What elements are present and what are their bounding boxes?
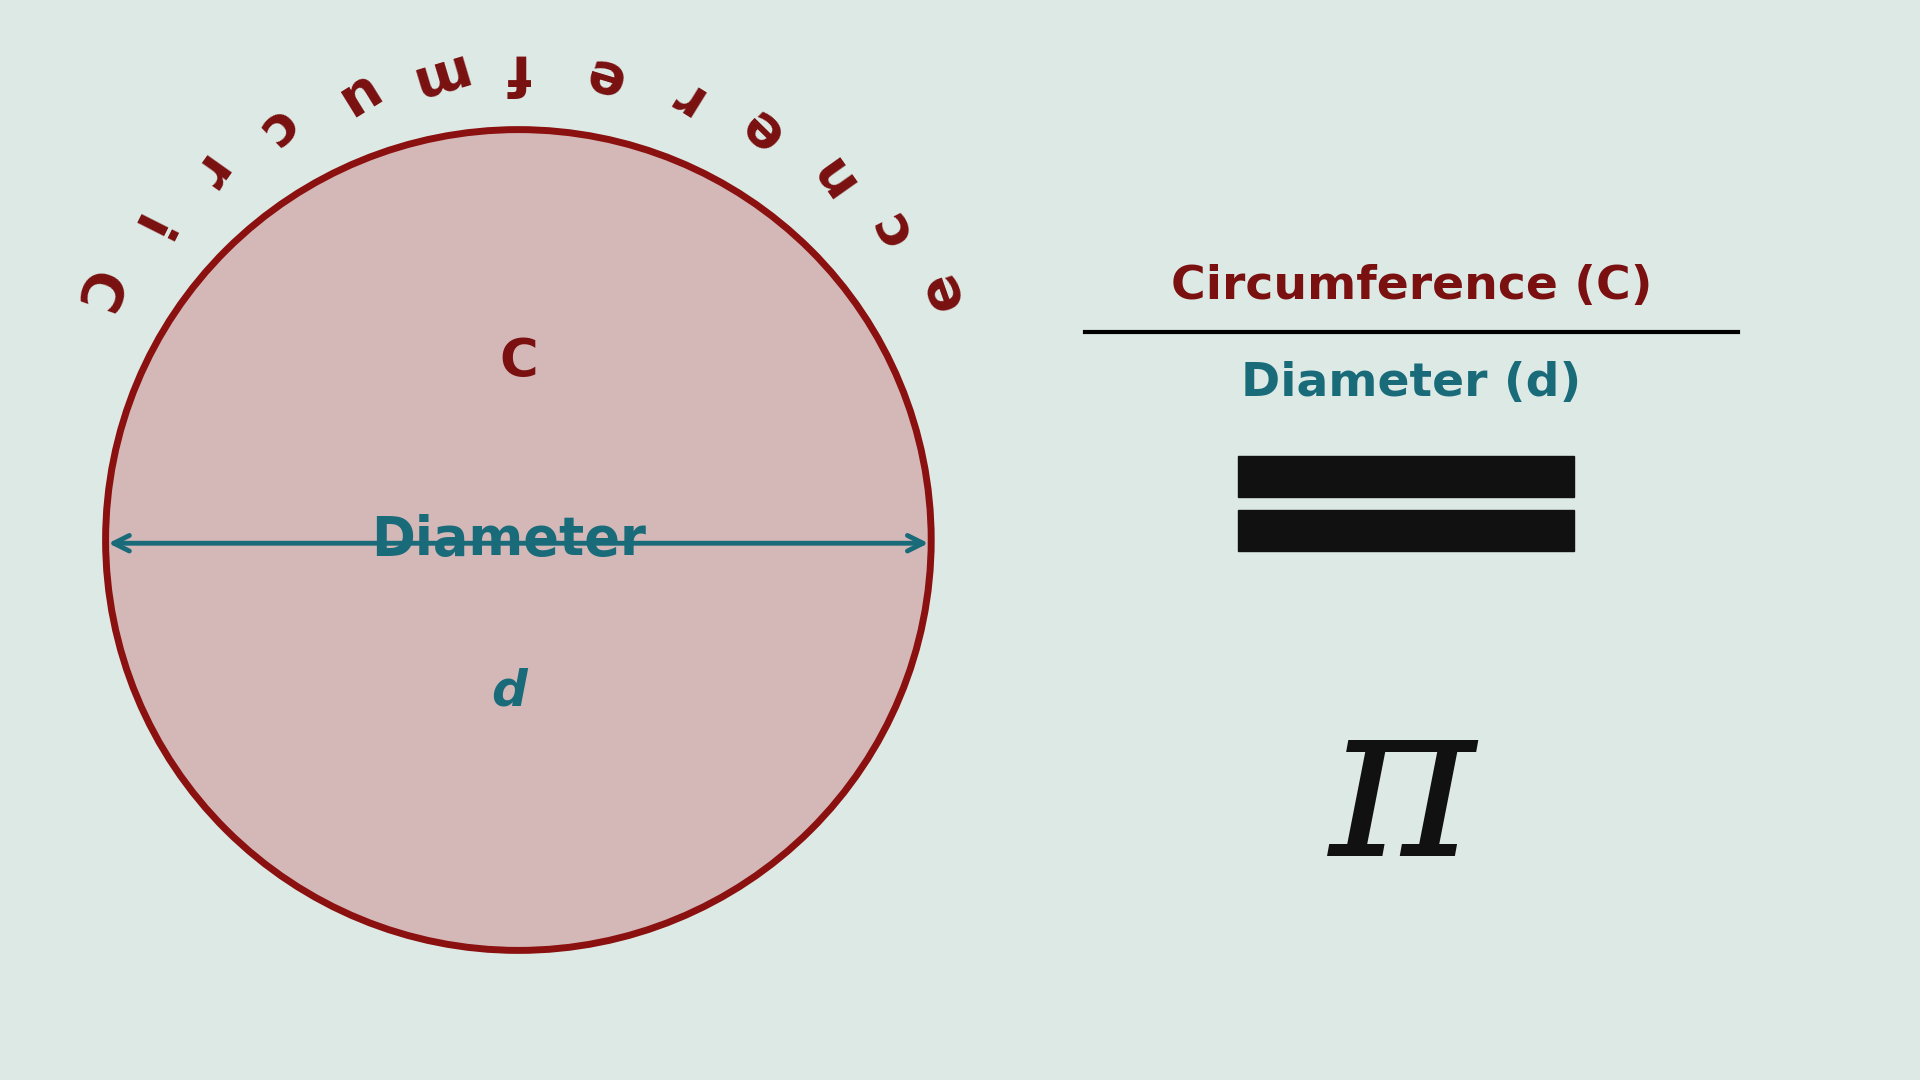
Text: e: e [728, 96, 793, 162]
Text: c: c [246, 98, 307, 160]
Bar [1238, 510, 1574, 551]
Text: c: c [860, 201, 924, 255]
Text: u: u [323, 64, 384, 130]
Text: Diameter (d): Diameter (d) [1240, 361, 1582, 406]
Text: Circumference (C): Circumference (C) [1171, 264, 1651, 309]
Text: e: e [910, 265, 973, 318]
Text: i: i [117, 207, 175, 248]
Text: π: π [1329, 686, 1475, 902]
Text: m: m [399, 43, 470, 111]
Text: n: n [797, 141, 864, 205]
Text: f: f [507, 43, 530, 97]
Text: r: r [177, 147, 236, 200]
Ellipse shape [106, 130, 931, 950]
Text: d: d [492, 667, 526, 715]
Text: r: r [659, 67, 710, 126]
Text: Diameter: Diameter [371, 514, 647, 566]
Text: C: C [63, 262, 127, 320]
Text: C: C [499, 336, 538, 388]
Bar [1238, 456, 1574, 497]
Text: e: e [576, 45, 628, 108]
